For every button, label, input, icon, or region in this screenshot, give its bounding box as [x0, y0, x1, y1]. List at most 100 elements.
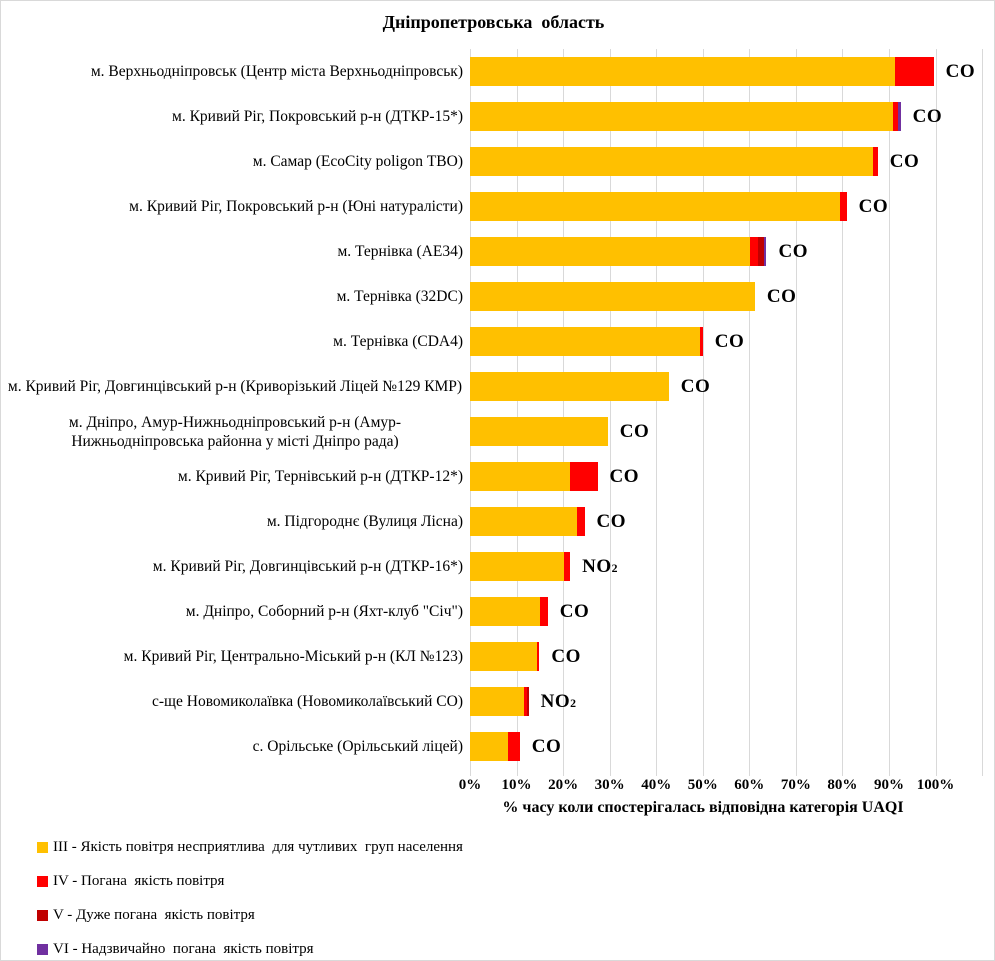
bar-segment-iii — [470, 282, 755, 311]
category-label: м. Підгороднє (Вулиця Лісна) — [7, 499, 463, 544]
category-label-text: м. Дніпро, Амур-Нижньодніпровський р-н (… — [68, 413, 402, 450]
pollutant-label: CO — [609, 465, 640, 487]
bar-segment-iii — [470, 642, 538, 671]
bar-segment-iv — [749, 237, 758, 266]
bar-segment-iv — [895, 57, 934, 86]
gridline — [656, 49, 658, 776]
bar-row — [470, 462, 598, 491]
bar-segment-vi — [763, 237, 767, 266]
bar-segment-iv — [564, 552, 571, 581]
x-tick-label: 20% — [548, 777, 579, 793]
bar-segment-iii — [470, 507, 578, 536]
bar-row — [470, 102, 901, 131]
bar-segment-iii — [470, 462, 571, 491]
bar-segment-iv — [540, 597, 548, 626]
bar-segment-iii — [470, 327, 700, 356]
category-label-text: м. Кривий Ріг, Довгинцівський р-н (Криво… — [7, 378, 463, 395]
gridline — [749, 49, 751, 776]
pollutant-label: NO 2 — [540, 690, 577, 712]
x-tick-label: 90% — [873, 777, 904, 793]
category-label-text: м. Кривий Ріг, Покровський р-н (Юні нату… — [129, 198, 463, 215]
x-tick-label: 10% — [501, 777, 532, 793]
x-axis-title: % часу коли спостерігалась відповідна ка… — [502, 799, 904, 816]
bar-segment-iii — [470, 192, 841, 221]
pollutant-label: NO 2 — [582, 555, 618, 577]
bar-segment-iii — [470, 732, 508, 761]
pollutant-label: CO — [889, 150, 920, 172]
bar-segment-iv — [523, 687, 527, 716]
category-label: м. Кривий Ріг, Довгинцівський р-н (Криво… — [7, 364, 463, 409]
gridline — [609, 49, 611, 776]
category-label-text: м. Тернівка (CDA4) — [333, 333, 463, 350]
bar-row — [470, 597, 548, 626]
category-label: м. Кривий Ріг, Покровський р-н (Юні нату… — [7, 184, 463, 229]
legend-label: IV - Погана якість повітря — [53, 872, 225, 889]
category-label: м. Тернівка (AE34) — [7, 229, 463, 274]
bar-segment-iv — [507, 732, 520, 761]
pollutant-label: CO — [596, 510, 627, 532]
bar-segment-iv — [892, 102, 898, 131]
pollutant-label: CO — [551, 645, 581, 667]
bar-row — [470, 147, 878, 176]
legend-label: III - Якість повітря несприятлива для чу… — [53, 838, 463, 855]
category-label-text: м. Кривий Ріг, Тернівський р-н (ДТКР-12*… — [177, 468, 463, 485]
bar-segment-iii — [470, 597, 541, 626]
bar-row — [470, 687, 529, 716]
pollutant-label: CO — [858, 195, 889, 217]
x-tick-label: 30% — [594, 777, 625, 793]
x-tick-label: 60% — [734, 777, 765, 793]
gridline — [702, 49, 704, 776]
category-label: м. Кривий Ріг, Тернівський р-н (ДТКР-12*… — [7, 454, 463, 499]
pollutant-label: CO — [945, 60, 976, 82]
category-label: м. Верхньодніпровськ (Центр міста Верхнь… — [7, 49, 463, 94]
bar-row — [470, 282, 755, 311]
category-label: м. Тернівка (32DC) — [7, 274, 463, 319]
x-tick-label: 0% — [458, 777, 482, 793]
x-tick-label: 70% — [780, 777, 811, 793]
legend-swatch — [37, 875, 48, 887]
category-label-text: м. Тернівка (32DC) — [336, 288, 463, 305]
x-tick-label: 100% — [916, 777, 955, 793]
bar-segment-iv — [577, 507, 585, 536]
bar-segment-iii — [470, 372, 669, 401]
x-tick-label: 40% — [641, 777, 672, 793]
bar-segment-iii — [470, 147, 873, 176]
category-label: с-ще Новомиколаївка (Новомиколаївський С… — [7, 679, 463, 724]
pollutant-label: CO — [680, 375, 711, 397]
legend-label: VI - Надзвичайно погана якість повітря — [53, 940, 314, 957]
category-label: м. Кривий Ріг, Довгинцівський р-н (ДТКР-… — [7, 544, 463, 589]
category-label-text: м. Кривий Ріг, Покровський р-н (ДТКР-15*… — [172, 108, 463, 125]
category-label-text: м. Верхньодніпровськ (Центр міста Верхнь… — [90, 63, 463, 80]
category-label: м. Дніпро, Амур-Нижньодніпровський р-н (… — [7, 409, 463, 454]
bar-segment-iv — [537, 642, 540, 671]
pollutant-label: CO — [559, 600, 590, 622]
pollutant-label: CO — [912, 105, 943, 127]
bar-segment-v — [526, 687, 529, 716]
category-label-text: м. Дніпро, Соборний р-н (Яхт-клуб "Січ") — [185, 603, 463, 620]
category-label: с. Орільське (Орільський ліцей) — [7, 724, 463, 769]
gridline — [842, 49, 844, 776]
legend-item: V - Дуже погана якість повітря — [37, 905, 255, 925]
category-label-text: м. Кривий Ріг, Довгинцівський р-н (ДТКР-… — [152, 558, 463, 575]
bar-row — [470, 507, 585, 536]
pollutant-label: CO — [714, 330, 745, 352]
x-tick-label: 50% — [687, 777, 718, 793]
bar-row — [470, 57, 934, 86]
bar-segment-iv — [840, 192, 847, 221]
chart-title: Дніпропетровська область — [382, 12, 605, 32]
pollutant-label: CO — [766, 285, 797, 307]
bar-row — [470, 372, 669, 401]
bar-segment-iii — [470, 687, 524, 716]
gridline — [563, 49, 565, 776]
bar-segment-iv — [872, 147, 878, 176]
bar-segment-iii — [470, 552, 565, 581]
category-label-text: с. Орільське (Орільський ліцей) — [252, 738, 463, 755]
category-label-text: м. Самар (EcoCity poligon ТВО) — [252, 153, 463, 170]
x-tick-label: 80% — [827, 777, 858, 793]
legend-item: III - Якість повітря несприятлива для чу… — [37, 837, 463, 857]
pollutant-label: CO — [619, 420, 650, 442]
bar-segment-v — [757, 237, 764, 266]
bar-segment-iv — [699, 327, 703, 356]
gridline — [470, 49, 471, 776]
gridline — [888, 49, 890, 776]
